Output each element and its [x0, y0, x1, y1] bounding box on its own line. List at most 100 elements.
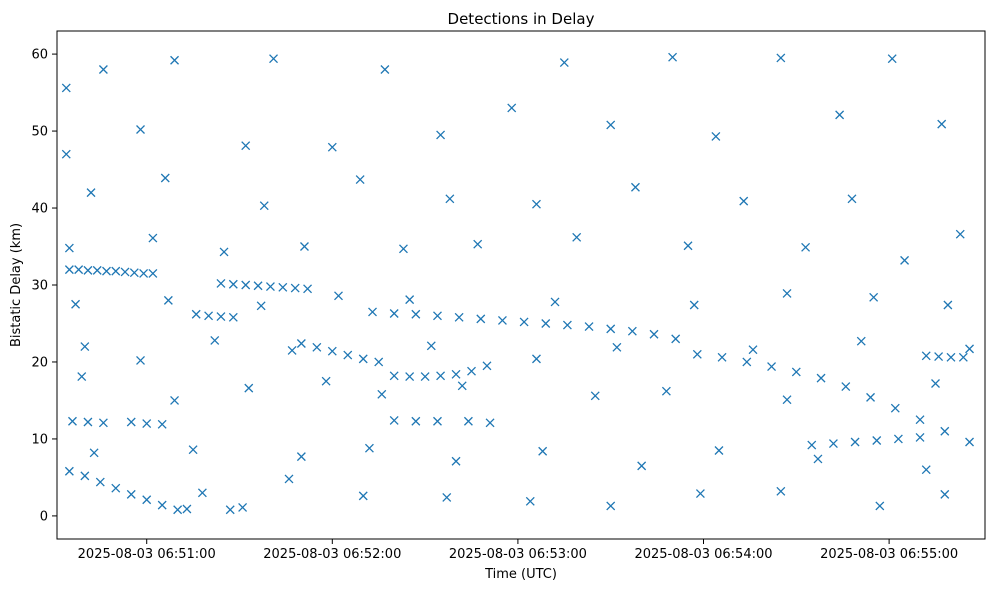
- data-point-marker: [436, 371, 446, 381]
- data-point-marker: [525, 496, 535, 506]
- data-point-marker: [532, 199, 541, 209]
- data-point-marker: [170, 395, 180, 405]
- data-point-marker: [343, 350, 353, 360]
- data-point-marker: [451, 456, 461, 466]
- data-point-marker: [816, 373, 826, 383]
- data-point-marker: [98, 65, 108, 74]
- data-point-marker: [426, 341, 436, 351]
- data-point-marker: [828, 439, 838, 449]
- data-point-marker: [160, 173, 170, 183]
- data-point-marker: [204, 311, 214, 321]
- data-point-marker: [550, 297, 560, 307]
- data-point-marker: [835, 110, 845, 120]
- data-point-marker: [807, 440, 817, 450]
- data-point-marker: [64, 265, 74, 275]
- data-point-marker: [126, 489, 136, 499]
- data-point-marker: [695, 489, 705, 499]
- y-tick-label: 60: [31, 48, 48, 63]
- data-point-marker: [519, 317, 529, 327]
- data-point-marker: [300, 242, 309, 251]
- y-tick-label: 40: [31, 202, 48, 217]
- data-point-marker: [284, 474, 294, 484]
- data-point-marker: [538, 446, 548, 456]
- data-point-marker: [946, 352, 956, 362]
- data-point-marker: [668, 52, 678, 62]
- data-point-marker: [872, 436, 882, 445]
- x-tick-label: 2025-08-03 06:52:00: [263, 547, 401, 562]
- data-point-marker: [900, 255, 910, 265]
- data-point-marker: [420, 372, 430, 382]
- data-point-marker: [692, 349, 702, 359]
- data-point-marker: [661, 386, 671, 396]
- data-point-marker: [711, 131, 721, 141]
- data-point-marker: [572, 232, 582, 242]
- data-point-marker: [485, 418, 495, 428]
- data-point-marker: [890, 403, 900, 413]
- data-point-marker: [89, 448, 99, 458]
- data-point-marker: [915, 415, 925, 425]
- data-point-marker: [173, 505, 183, 515]
- data-point-marker: [389, 371, 399, 381]
- data-point-marker: [965, 437, 974, 447]
- data-point-marker: [559, 58, 569, 68]
- data-point-marker: [433, 311, 442, 321]
- data-point-marker: [228, 312, 238, 322]
- data-point-marker: [358, 354, 368, 364]
- data-point-marker: [77, 372, 87, 382]
- data-point-marker: [958, 352, 968, 362]
- data-point-marker: [74, 265, 84, 275]
- data-point-marker: [241, 141, 251, 151]
- x-tick-label: 2025-08-03 06:54:00: [634, 547, 772, 562]
- chart-title: Detections in Delay: [448, 10, 595, 28]
- data-point-marker: [683, 241, 693, 251]
- x-tick-label: 2025-08-03 06:53:00: [449, 547, 587, 562]
- data-point-marker: [467, 366, 476, 376]
- data-point-marker: [241, 280, 251, 290]
- data-point-marker: [671, 334, 681, 344]
- data-point-marker: [405, 372, 415, 382]
- data-point-marker: [374, 357, 384, 367]
- data-point-marker: [259, 201, 269, 211]
- data-point-marker: [476, 314, 486, 324]
- x-tick-label: 2025-08-03 06:55:00: [820, 547, 958, 562]
- data-point-marker: [463, 416, 473, 426]
- data-point-marker: [940, 426, 950, 436]
- data-point-marker: [157, 500, 167, 510]
- data-point-marker: [791, 367, 801, 377]
- data-markers: [61, 52, 974, 515]
- data-point-marker: [541, 319, 551, 328]
- data-point-marker: [436, 130, 446, 140]
- plot-frame: [56, 30, 986, 540]
- data-point-marker: [126, 417, 136, 427]
- data-point-marker: [142, 419, 152, 429]
- data-point-marker: [689, 300, 699, 310]
- data-point-marker: [940, 489, 950, 499]
- data-point-marker: [228, 279, 238, 289]
- data-point-marker: [334, 291, 343, 301]
- data-point-marker: [102, 266, 111, 276]
- data-point-marker: [915, 432, 925, 442]
- data-point-marker: [637, 461, 647, 471]
- data-point-marker: [111, 483, 121, 493]
- data-point-marker: [210, 335, 220, 345]
- data-point-marker: [327, 346, 337, 356]
- data-point-marker: [296, 339, 306, 348]
- x-tick-label: 2025-08-03 06:51:00: [78, 547, 216, 562]
- data-point-marker: [507, 103, 517, 113]
- data-point-marker: [303, 284, 313, 294]
- data-point-marker: [244, 383, 254, 393]
- data-point-marker: [606, 120, 616, 130]
- data-point-marker: [278, 282, 288, 292]
- data-point-marker: [742, 357, 752, 367]
- data-point-marker: [893, 434, 903, 444]
- data-point-marker: [801, 242, 811, 252]
- data-point-marker: [965, 344, 974, 354]
- data-point-marker: [142, 495, 152, 505]
- data-point-marker: [856, 336, 866, 346]
- data-point-marker: [584, 322, 594, 332]
- data-point-marker: [380, 65, 390, 74]
- data-point-marker: [80, 471, 90, 481]
- data-point-marker: [225, 505, 235, 515]
- data-point-marker: [321, 376, 331, 386]
